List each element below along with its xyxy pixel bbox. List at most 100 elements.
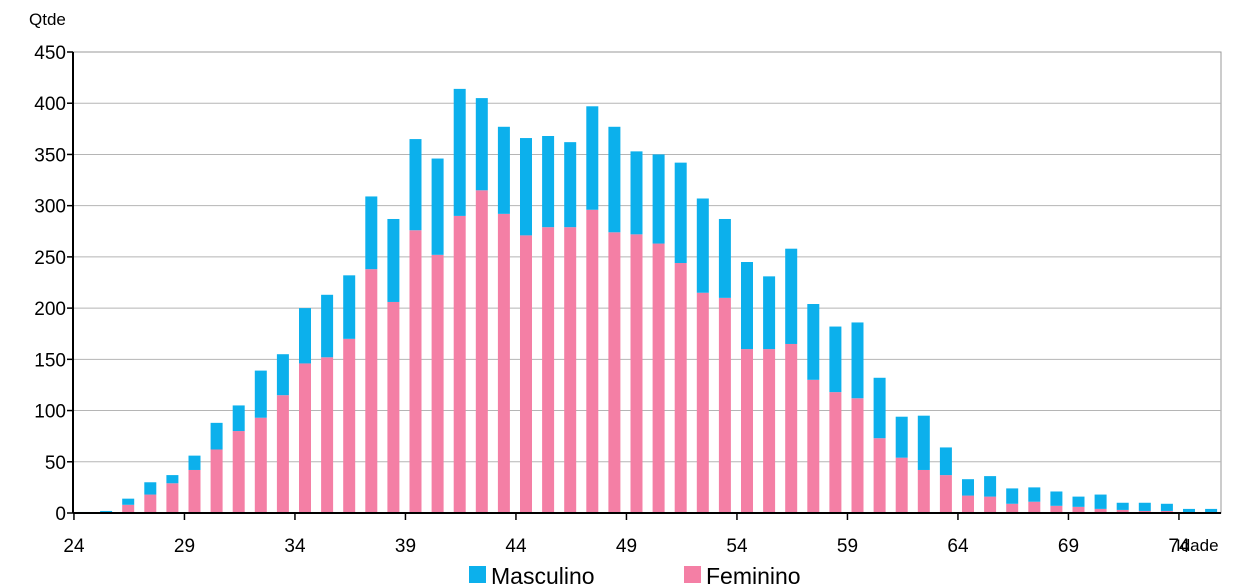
bar-feminino-65 xyxy=(984,496,997,513)
bar-feminino-45 xyxy=(542,227,555,513)
bar-masculino-70 xyxy=(1094,494,1107,509)
bar-masculino-68 xyxy=(1050,491,1063,506)
bar-feminino-26 xyxy=(122,504,135,513)
x-axis-title: Idade xyxy=(1176,536,1219,555)
bar-masculino-60 xyxy=(873,377,886,439)
x-axis-ticks: 24 29 34 39 44 49 54 59 64 69 74 xyxy=(63,513,1190,557)
bar-feminino-41 xyxy=(453,215,466,513)
bar-masculino-71 xyxy=(1116,502,1129,510)
bar-feminino-35 xyxy=(321,357,334,513)
bar-masculino-25 xyxy=(100,510,113,512)
plot-area-border xyxy=(72,51,1222,514)
bar-feminino-63 xyxy=(939,475,952,513)
bar-feminino-42 xyxy=(475,190,488,514)
bar-masculino-31 xyxy=(232,405,245,432)
y-tick-label-350: 350 xyxy=(34,145,66,166)
x-tick-label-54: 54 xyxy=(726,536,748,557)
bar-feminino-46 xyxy=(564,227,577,513)
x-tick-label-29: 29 xyxy=(174,536,195,557)
y-tick-label-50: 50 xyxy=(45,453,66,474)
bar-feminino-27 xyxy=(144,494,157,513)
legend-label-masculino: Masculino xyxy=(491,563,595,587)
bar-masculino-53 xyxy=(718,218,731,298)
bar-masculino-67 xyxy=(1028,487,1041,502)
bar-feminino-61 xyxy=(895,457,908,513)
bar-masculino-41 xyxy=(453,88,466,216)
bar-masculino-55 xyxy=(763,276,776,350)
bar-feminino-40 xyxy=(431,254,444,513)
bar-masculino-50 xyxy=(652,154,665,244)
x-tick-label-64: 64 xyxy=(947,536,969,557)
bar-feminino-55 xyxy=(763,349,776,513)
bar-feminino-33 xyxy=(276,395,289,513)
legend: Masculino Feminino xyxy=(469,563,801,587)
bar-feminino-52 xyxy=(696,292,709,513)
y-tick-label-450: 450 xyxy=(34,43,66,64)
bar-masculino-35 xyxy=(321,294,334,358)
bar-feminino-39 xyxy=(409,230,422,513)
x-tick-label-69: 69 xyxy=(1058,536,1079,557)
y-tick-label-100: 100 xyxy=(34,402,66,423)
bar-masculino-33 xyxy=(276,354,289,396)
y-tick-label-300: 300 xyxy=(34,197,66,218)
bar-feminino-29 xyxy=(188,469,201,513)
bar-masculino-75 xyxy=(1205,508,1218,512)
bar-masculino-69 xyxy=(1072,496,1085,507)
bar-feminino-58 xyxy=(829,392,842,513)
bar-masculino-40 xyxy=(431,158,444,255)
bar-masculino-42 xyxy=(475,98,488,191)
bars xyxy=(78,88,1218,514)
bar-feminino-32 xyxy=(254,417,267,513)
legend-swatch-feminino xyxy=(684,566,701,583)
bar-masculino-36 xyxy=(343,275,356,339)
bar-feminino-38 xyxy=(387,301,400,513)
bar-feminino-62 xyxy=(917,469,930,513)
bar-masculino-43 xyxy=(497,126,510,214)
bar-masculino-63 xyxy=(939,447,952,476)
bar-masculino-73 xyxy=(1160,503,1173,511)
bar-masculino-65 xyxy=(984,476,997,497)
bar-feminino-37 xyxy=(365,269,378,513)
x-tick-label-49: 49 xyxy=(616,536,637,557)
bar-masculino-61 xyxy=(895,416,908,458)
bar-masculino-66 xyxy=(1006,488,1019,504)
bar-feminino-60 xyxy=(873,438,886,513)
bar-masculino-47 xyxy=(586,106,599,210)
bar-masculino-39 xyxy=(409,139,422,231)
bar-feminino-53 xyxy=(718,297,731,513)
bar-feminino-30 xyxy=(210,449,223,513)
x-tick-label-44: 44 xyxy=(505,536,527,557)
bar-feminino-71 xyxy=(1116,509,1129,513)
bar-masculino-29 xyxy=(188,455,201,470)
bar-masculino-34 xyxy=(299,308,311,364)
bar-masculino-38 xyxy=(387,218,400,302)
bar-feminino-36 xyxy=(343,338,356,513)
bar-feminino-59 xyxy=(851,398,864,513)
y-tick-label-150: 150 xyxy=(34,350,66,371)
bar-feminino-31 xyxy=(232,431,245,513)
y-tick-label-400: 400 xyxy=(34,94,66,115)
bar-feminino-34 xyxy=(299,363,311,513)
bar-masculino-37 xyxy=(365,196,378,270)
bar-feminino-67 xyxy=(1028,501,1041,513)
y-axis-title: Qtde xyxy=(29,10,66,29)
legend-label-feminino: Feminino xyxy=(706,563,801,587)
y-tick-label-0: 0 xyxy=(55,504,66,525)
bar-feminino-50 xyxy=(652,243,665,513)
x-tick-label-59: 59 xyxy=(837,536,858,557)
y-tick-label-200: 200 xyxy=(34,299,66,320)
bar-masculino-64 xyxy=(962,479,974,496)
bar-feminino-28 xyxy=(166,483,179,513)
bar-masculino-72 xyxy=(1138,502,1151,511)
bar-masculino-58 xyxy=(829,326,842,393)
axes xyxy=(72,52,1221,514)
bar-feminino-57 xyxy=(807,379,820,513)
x-tick-label-74: 74 xyxy=(1168,536,1190,557)
bar-feminino-56 xyxy=(785,343,798,513)
bar-masculino-46 xyxy=(564,142,577,228)
bar-masculino-59 xyxy=(851,322,864,399)
bar-masculino-56 xyxy=(785,248,798,344)
bar-feminino-54 xyxy=(741,349,753,513)
x-tick-label-24: 24 xyxy=(63,536,85,557)
bar-feminino-44 xyxy=(520,235,532,513)
